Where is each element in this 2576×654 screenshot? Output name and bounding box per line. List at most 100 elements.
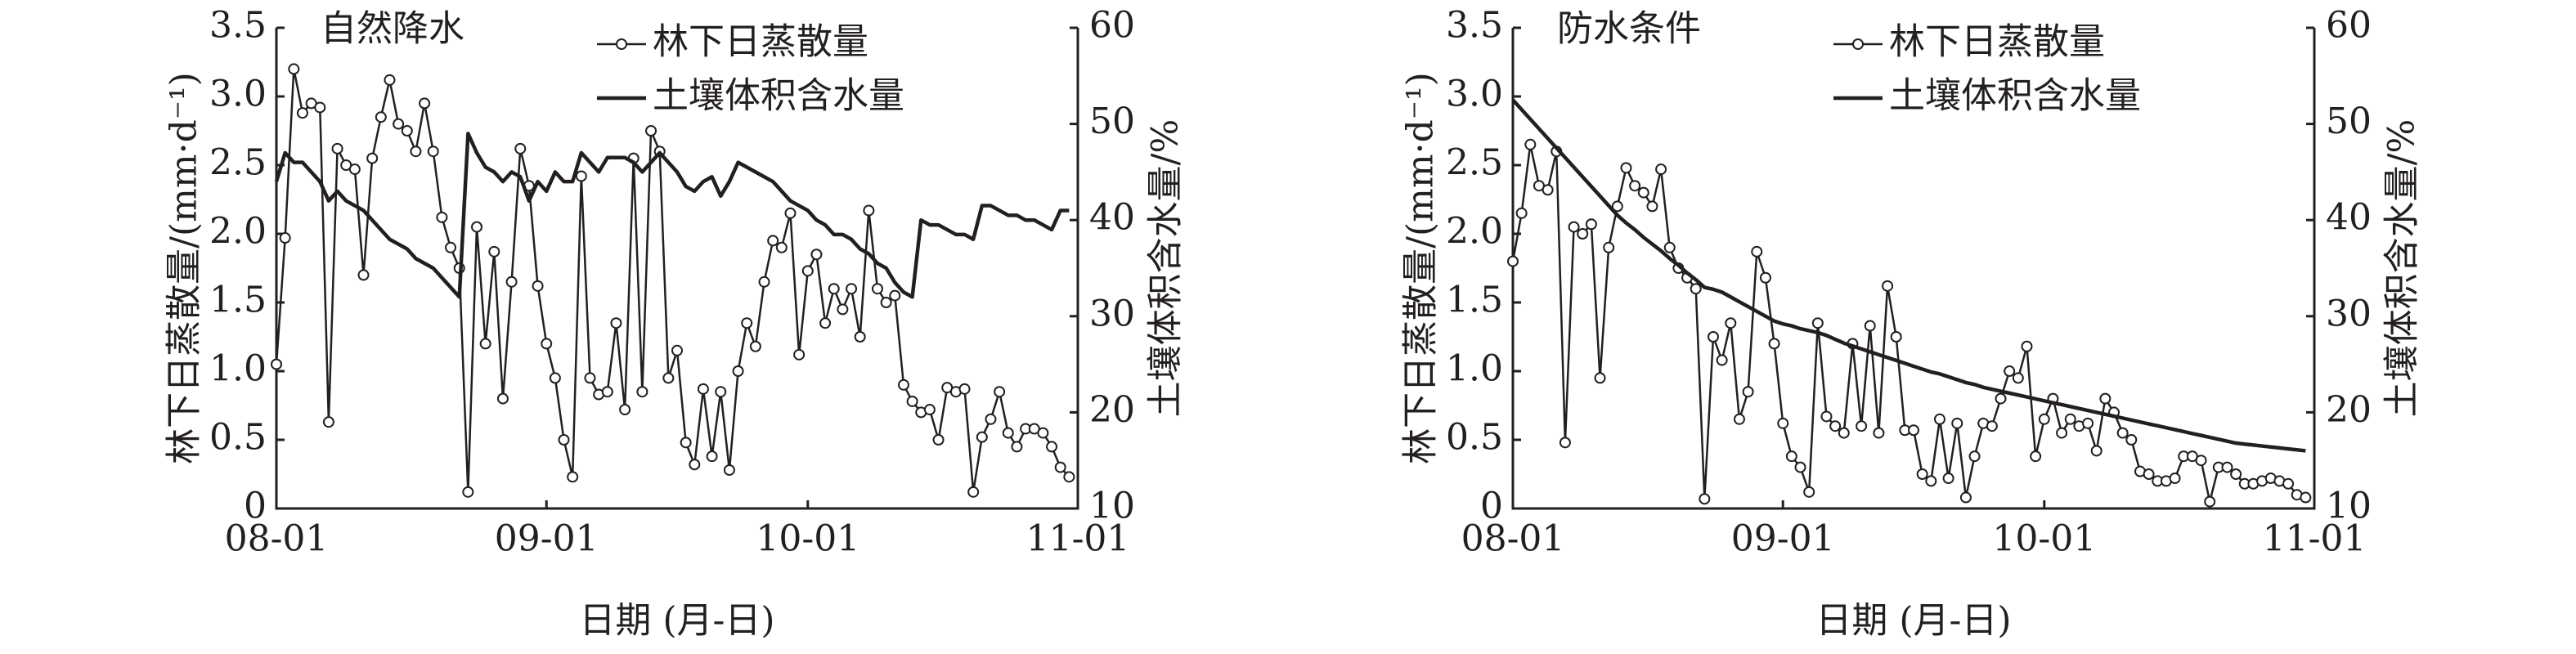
y-tick-label: 2.5 xyxy=(209,142,267,184)
data-point xyxy=(967,486,980,498)
data-point xyxy=(1524,138,1537,150)
data-point xyxy=(436,211,448,223)
data-point xyxy=(322,416,334,428)
data-point xyxy=(723,464,735,476)
legend-label: 林下日蒸散量 xyxy=(653,21,868,63)
data-point xyxy=(1794,461,1806,473)
data-point xyxy=(793,348,806,361)
x-tick-label: 08-01 xyxy=(225,518,329,560)
data-point xyxy=(897,379,909,391)
data-point xyxy=(2300,491,2312,504)
x-axis-label: 日期 (月-日) xyxy=(579,600,774,642)
data-point xyxy=(636,386,648,398)
data-point xyxy=(445,241,457,253)
data-point xyxy=(584,372,596,384)
y2-tick-label: 10 xyxy=(2326,486,2372,527)
data-point xyxy=(1054,461,1066,473)
annotation: 自然降水 xyxy=(321,8,464,50)
data-point xyxy=(680,437,692,449)
chart-panel: 0 0.5 1.0 1.5 2.0 2.5 3.0 3.5 10 20 30 40 50 60 08-01 0… xyxy=(1400,5,2423,642)
data-point xyxy=(671,344,683,356)
series-line xyxy=(1511,98,2306,453)
data-point xyxy=(2030,450,2042,463)
legend-label: 土壤体积含水量 xyxy=(1889,75,2141,117)
data-point xyxy=(375,111,387,123)
data-point xyxy=(2064,413,2076,425)
data-point xyxy=(2004,365,2016,377)
data-point xyxy=(1942,473,1954,485)
y2-tick-label: 50 xyxy=(2326,101,2372,142)
data-point xyxy=(872,283,883,295)
series-line xyxy=(275,68,1070,494)
y-tick-label: 1.5 xyxy=(1446,280,1503,321)
data-point xyxy=(1742,386,1754,398)
data-point xyxy=(1663,241,1676,253)
data-point xyxy=(880,297,892,308)
data-point xyxy=(1011,441,1023,453)
data-point xyxy=(410,146,422,158)
data-point xyxy=(932,434,945,446)
data-point xyxy=(1959,491,1972,504)
data-point xyxy=(2125,434,2138,446)
data-point xyxy=(775,241,788,253)
data-point xyxy=(1507,255,1519,267)
data-point xyxy=(488,245,500,258)
data-point xyxy=(1785,450,1797,463)
data-point xyxy=(2012,372,2024,384)
y2-tick-label: 10 xyxy=(1089,486,1135,527)
data-point xyxy=(767,235,779,247)
data-point xyxy=(863,204,875,217)
data-point xyxy=(1986,420,1998,432)
y2-tick-label: 30 xyxy=(1089,293,1135,334)
y2-axis-label: 土壤体积含水量/% xyxy=(1145,119,1187,418)
legend-marker xyxy=(616,38,627,50)
data-point xyxy=(610,317,622,329)
data-point xyxy=(1838,427,1850,439)
legend-marker xyxy=(1852,38,1864,50)
data-point xyxy=(427,146,439,158)
y2-tick-label: 20 xyxy=(1089,389,1135,431)
y-tick-label: 2.5 xyxy=(1446,142,1503,184)
x-tick-label: 10-01 xyxy=(756,518,859,560)
data-point xyxy=(837,303,849,316)
data-point xyxy=(1716,354,1728,366)
y-tick-label: 1.0 xyxy=(209,348,267,390)
data-point xyxy=(1690,283,1702,295)
data-point xyxy=(331,142,343,155)
chart-panel: 0 0.5 1.0 1.5 2.0 2.5 3.0 3.5 10 20 30 40 50 60 08-01 0… xyxy=(164,5,1187,642)
data-point xyxy=(2056,427,2068,439)
y-tick-label: 1.5 xyxy=(209,280,267,321)
x-tick-label: 09-01 xyxy=(1731,518,1835,560)
data-point xyxy=(828,283,840,295)
data-point xyxy=(2230,468,2242,480)
y-tick-label: 2.0 xyxy=(1446,211,1503,253)
annotation: 防水条件 xyxy=(1557,8,1701,50)
data-point xyxy=(1933,413,1945,425)
data-point xyxy=(541,338,553,350)
data-point xyxy=(1916,468,1928,480)
data-point xyxy=(601,386,613,398)
data-point xyxy=(1856,420,1868,432)
y-tick-label: 0.5 xyxy=(1446,417,1503,459)
data-point xyxy=(1603,241,1615,253)
data-point xyxy=(2204,495,2216,508)
data-point xyxy=(1803,486,1815,498)
axis-frame xyxy=(275,28,1079,510)
data-point xyxy=(1585,218,1597,231)
data-point xyxy=(567,471,579,483)
y-tick-label: 0 xyxy=(1480,486,1503,527)
data-point xyxy=(575,170,587,182)
data-point xyxy=(985,413,997,425)
data-point xyxy=(279,232,291,244)
data-point xyxy=(2143,468,2155,480)
data-point xyxy=(619,404,631,416)
data-point xyxy=(741,317,753,329)
x-tick-label: 08-01 xyxy=(1461,518,1565,560)
data-point xyxy=(314,101,326,114)
data-point xyxy=(471,221,482,233)
data-point xyxy=(732,365,744,377)
data-point xyxy=(923,404,936,416)
data-point xyxy=(419,97,431,110)
data-point xyxy=(1046,441,1058,453)
x-tick-label: 11-01 xyxy=(1026,518,1130,560)
